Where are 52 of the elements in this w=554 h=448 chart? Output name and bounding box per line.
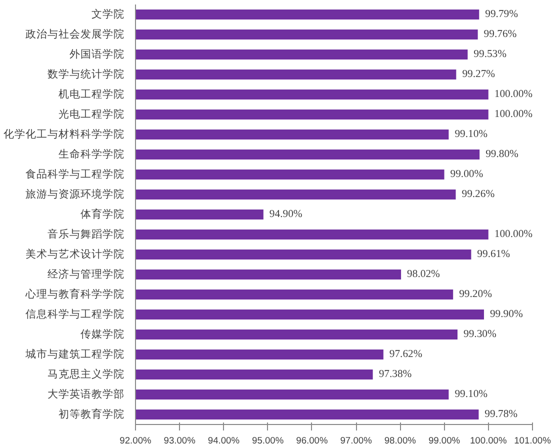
data-label: 99.78% xyxy=(484,409,518,420)
x-tick-label: 98.00% xyxy=(384,436,416,446)
data-label: 100.00% xyxy=(494,229,533,240)
y-tick-label: 美术与艺术设计学院 xyxy=(26,248,124,260)
x-tick-label: 96.00% xyxy=(296,436,328,446)
data-label: 98.02% xyxy=(407,269,440,280)
data-label: 97.38% xyxy=(378,369,412,380)
y-tick-label: 生命科学学院 xyxy=(58,148,124,160)
data-label: 99.80% xyxy=(486,149,519,160)
data-label: 99.10% xyxy=(454,389,488,400)
data-label: 99.20% xyxy=(459,289,492,300)
y-tick-label: 初等教育学院 xyxy=(58,408,124,420)
y-tick-label: 经济与管理学院 xyxy=(48,268,124,280)
y-tick-label: 心理与教育科学学院 xyxy=(24,288,124,300)
data-label: 94.90% xyxy=(269,209,302,220)
y-tick-label: 机电工程学院 xyxy=(58,88,124,100)
data-label: 99.27% xyxy=(462,69,496,80)
y-tick-label: 文学院 xyxy=(92,8,124,20)
data-label: 99.30% xyxy=(464,329,496,340)
x-tick-label: 94.00% xyxy=(208,436,240,446)
data-label: 99.26% xyxy=(462,189,495,200)
x-tick-label: 101.00% xyxy=(514,436,551,446)
x-tick-label: 95.00% xyxy=(252,436,284,446)
data-label: 100.00% xyxy=(494,89,533,100)
data-label: 99.76% xyxy=(484,29,517,40)
y-tick-label: 体育学院 xyxy=(80,208,124,220)
data-label: 100.00% xyxy=(494,109,533,120)
y-tick-label: 信息科学与工程学院 xyxy=(26,308,124,320)
y-tick-label: 外国语学院 xyxy=(70,48,124,60)
y-tick-label: 马克思主义学院 xyxy=(48,368,124,380)
y-tick-label: 旅游与资源环境学院 xyxy=(26,188,124,200)
data-label: 99.53% xyxy=(474,49,507,60)
data-label: 97.62% xyxy=(389,349,422,360)
y-tick-label: 城市与建筑工程学院 xyxy=(24,348,124,360)
y-tick-label: 光电工程学院 xyxy=(58,108,124,120)
data-label: 99.10% xyxy=(454,129,488,140)
y-tick-label: 化学化工与材料科学学院 xyxy=(4,128,124,140)
x-tick-label: 92.00% xyxy=(120,436,152,446)
x-tick-label: 97.00% xyxy=(340,436,372,446)
y-tick-label: 数学与统计学院 xyxy=(48,68,124,80)
data-label: 99.00% xyxy=(450,169,484,180)
x-tick-label: 93.00% xyxy=(164,436,196,446)
x-tick-label: 100.00% xyxy=(470,436,507,446)
y-tick-label: 政治与社会发展学院 xyxy=(26,28,124,40)
x-tick-label: 99.00% xyxy=(428,436,460,446)
y-tick-label: 音乐与舞蹈学院 xyxy=(48,228,124,240)
data-label: 99.90% xyxy=(490,309,523,320)
y-tick-label: 大学英语教学部 xyxy=(48,388,124,400)
y-tick-label: 食品科学与工程学院 xyxy=(26,168,124,180)
y-tick-label: 传媒学院 xyxy=(80,328,124,340)
data-label: 99.79% xyxy=(485,9,518,20)
data-label: 99.61% xyxy=(477,249,510,260)
